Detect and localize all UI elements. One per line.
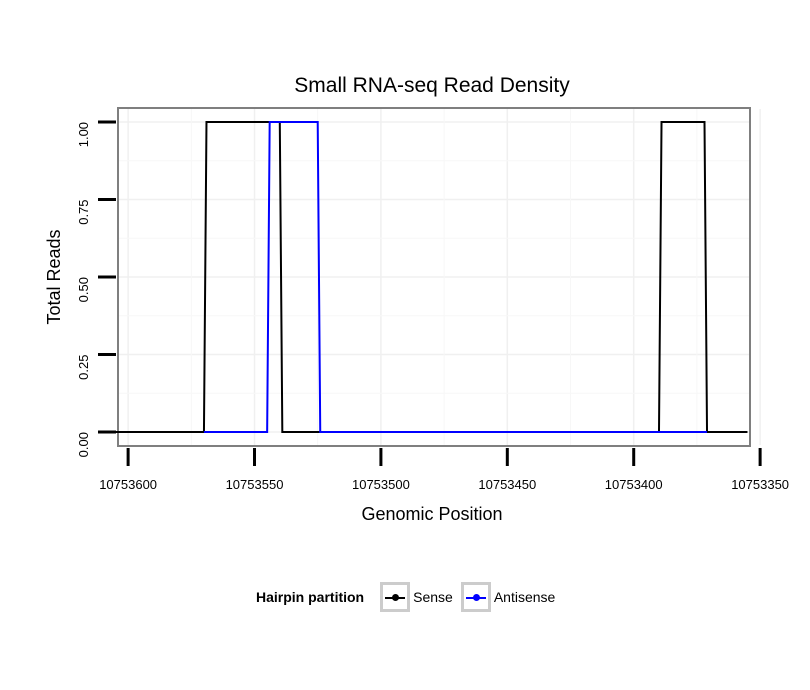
y-tick-label-2: 0.50 [76, 277, 91, 302]
axes: 10753600 10753550 10753500 10753450 10753400… [76, 120, 789, 492]
y-tick-label-3: 0.75 [76, 199, 91, 224]
x-tick-label-5: 10753350 [731, 477, 789, 492]
legend-key-sense [380, 582, 411, 612]
y-axis-label: Total Reads [44, 229, 64, 324]
x-tick-label-3: 10753450 [478, 477, 536, 492]
x-tick-label-0: 10753600 [99, 477, 157, 492]
y-tick-label-0: 0.00 [76, 432, 91, 457]
y-tick-label-4: 1.00 [76, 122, 91, 147]
legend-label-antisense: Antisense [493, 589, 556, 605]
legend-title: Hairpin partition [256, 589, 365, 605]
series-line-sense [115, 120, 748, 434]
legend-label-sense: Sense [413, 589, 453, 605]
legend: Hairpin partition Sense Antisense [256, 578, 563, 616]
y-tick-label-1: 0.25 [76, 355, 91, 380]
legend-key-antisense [460, 582, 491, 612]
chart-title: Small RNA-seq Read Density [294, 74, 570, 97]
x-tick-label-4: 10753400 [605, 477, 663, 492]
series-layer [115, 120, 748, 434]
legend-dot-antisense [472, 594, 480, 601]
x-tick-label-2: 10753500 [352, 477, 410, 492]
series-line-antisense [203, 120, 708, 434]
legend-dot-sense [392, 594, 400, 601]
x-tick-label-1: 10753550 [226, 477, 284, 492]
x-axis-label: Genomic Position [361, 504, 502, 524]
